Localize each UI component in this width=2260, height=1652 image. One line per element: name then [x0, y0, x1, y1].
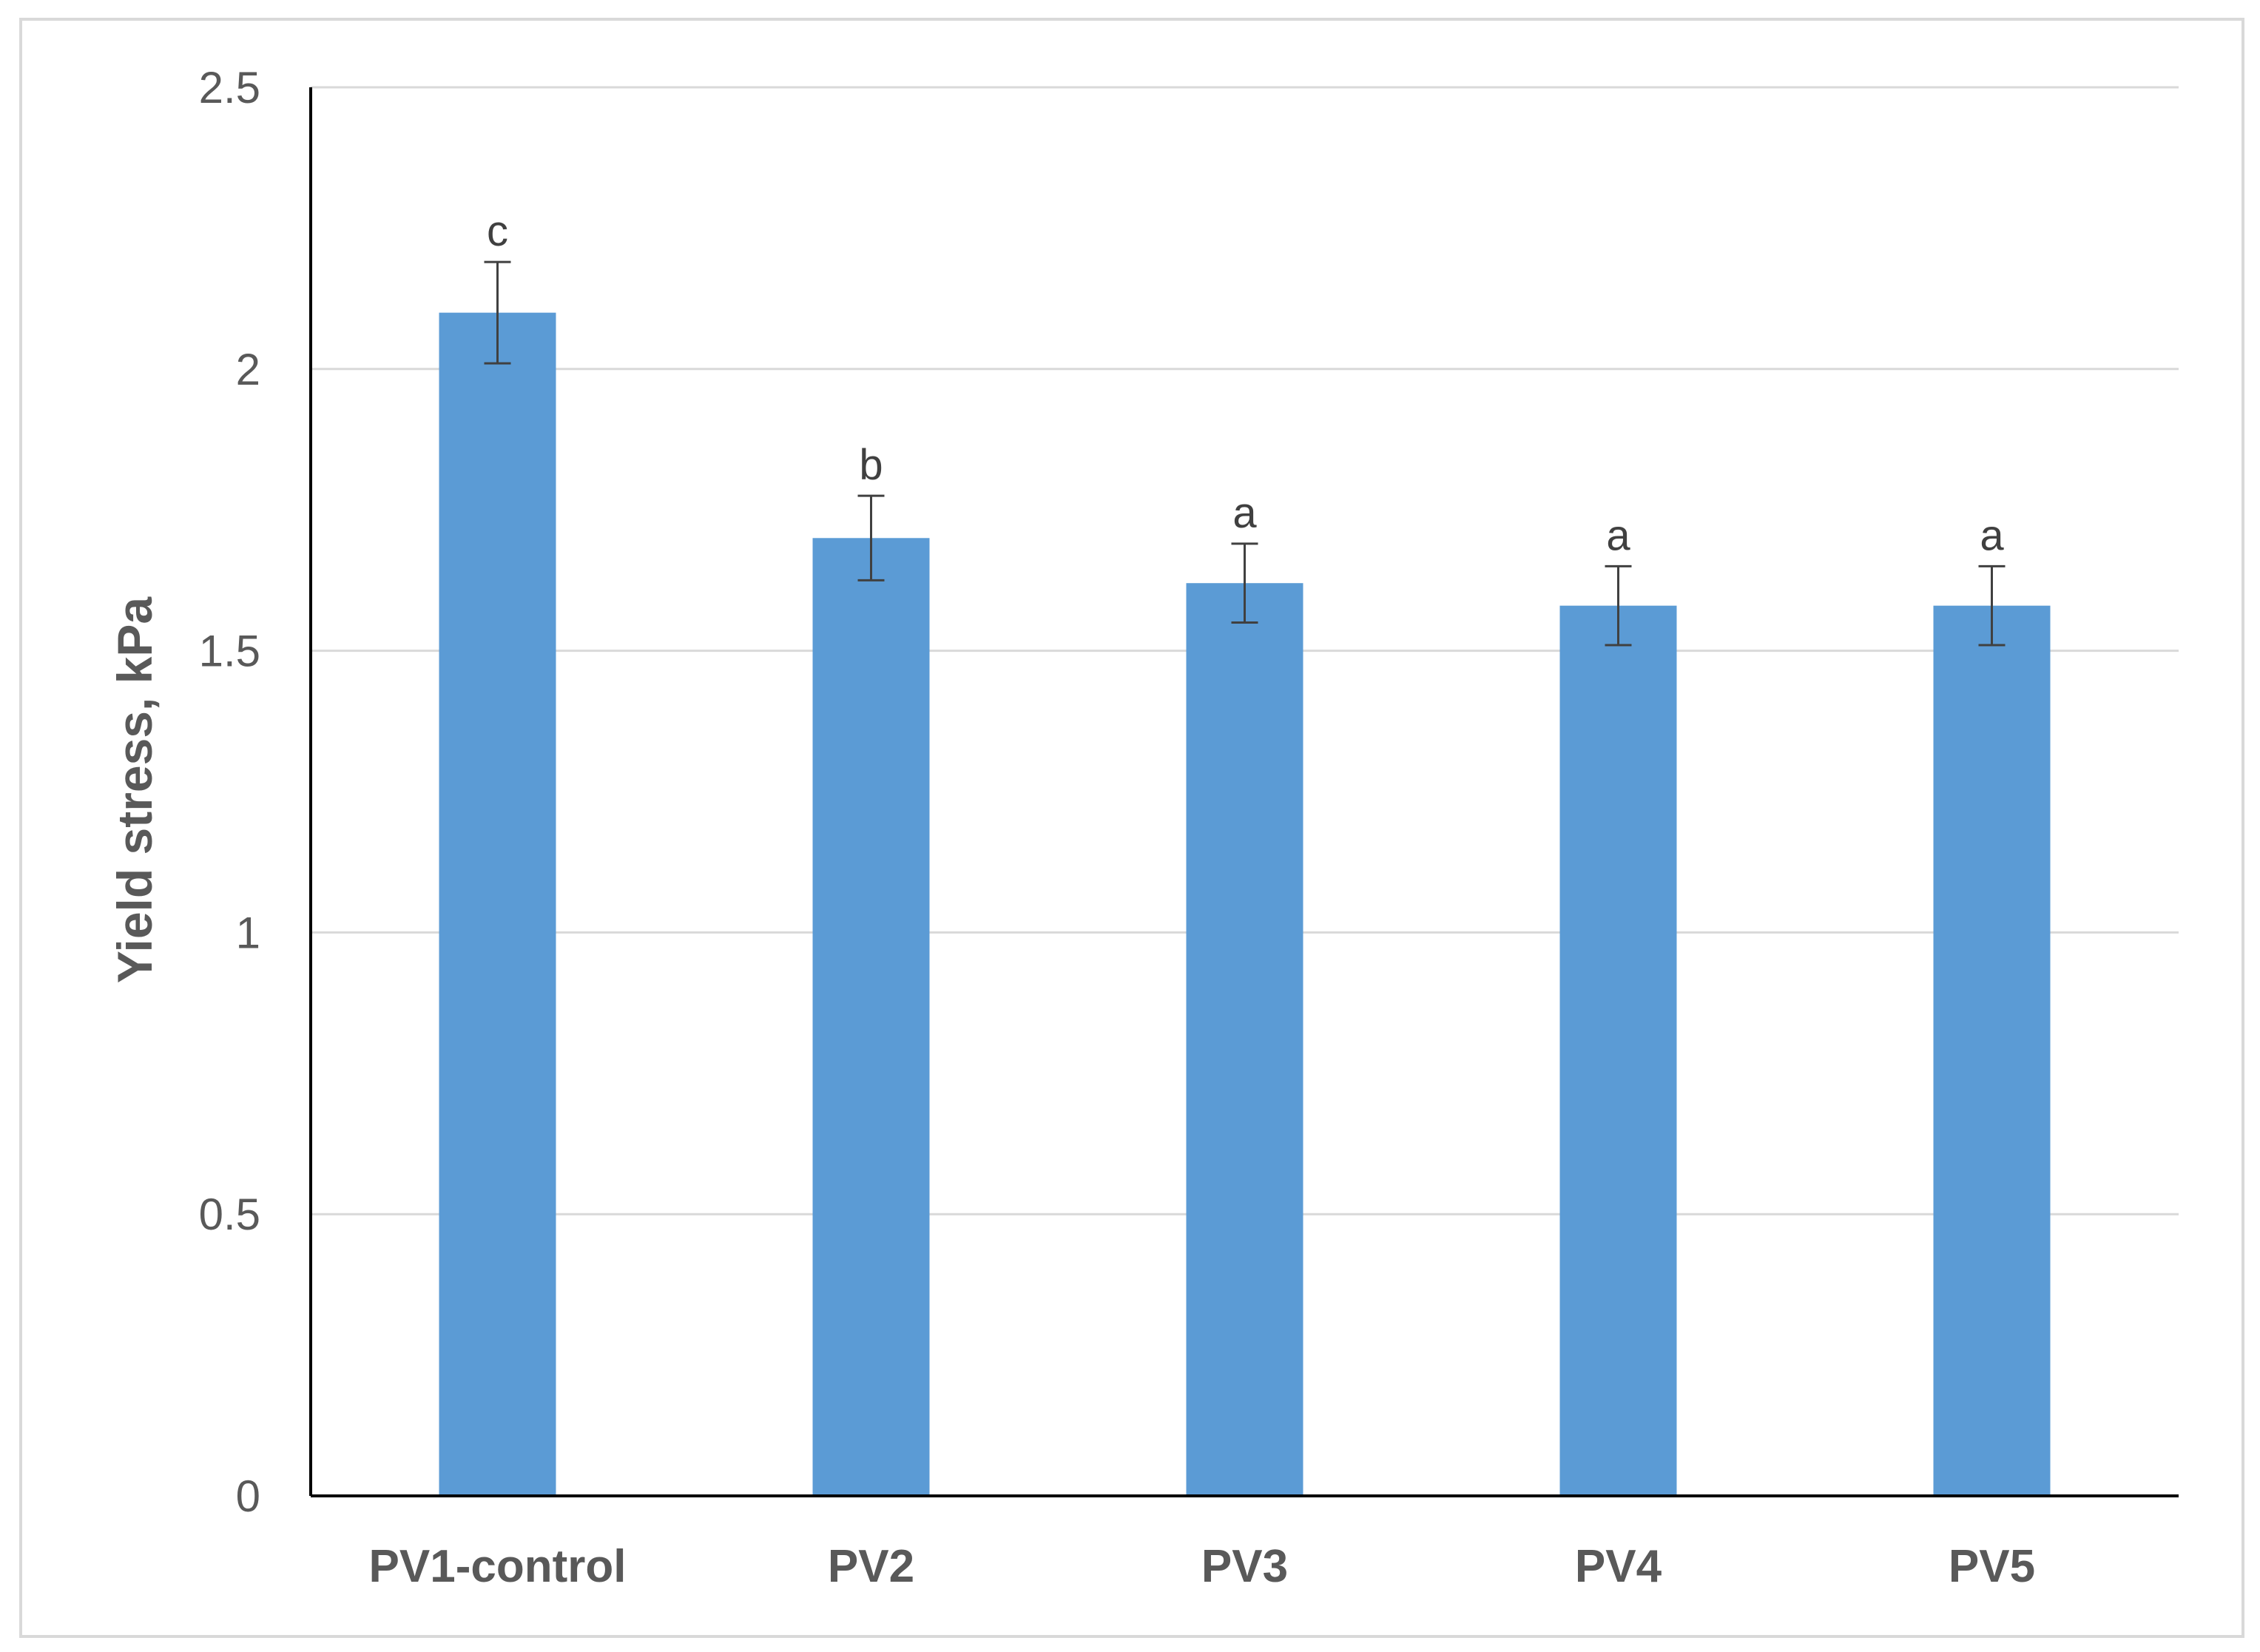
y-tick-labels: 0 0.5 1 1.5 2 2.5 — [199, 63, 260, 1521]
x-tick-label: PV2 — [828, 1541, 914, 1592]
error-bar — [1978, 564, 2006, 647]
error-bar — [1605, 564, 1632, 647]
significance-letter: a — [1980, 511, 2004, 559]
x-tick-label: PV4 — [1575, 1541, 1662, 1592]
bar-pv2 — [812, 538, 930, 1496]
error-bar — [1231, 542, 1258, 624]
bars — [439, 312, 2051, 1496]
error-bar — [484, 260, 511, 365]
y-tick-label: 2 — [236, 345, 260, 394]
error-bars — [484, 260, 2006, 647]
bar-pv3 — [1186, 583, 1303, 1496]
y-tick-label: 0.5 — [199, 1190, 260, 1239]
significance-letter: b — [859, 441, 883, 489]
significance-letter: c — [487, 207, 508, 255]
bar-pv4 — [1559, 605, 1677, 1496]
axes — [309, 87, 2179, 1497]
significance-letter: a — [1606, 511, 1630, 559]
y-tick-label: 1 — [236, 908, 260, 957]
y-tick-label: 1.5 — [199, 627, 260, 676]
x-tick-label: PV5 — [1949, 1541, 2035, 1592]
error-bar — [857, 494, 885, 581]
x-tick-labels: PV1-control PV2 PV3 PV4 PV5 — [369, 1541, 2036, 1592]
significance-letters: c b a a a — [487, 207, 2004, 559]
x-tick-label: PV1-control — [369, 1541, 627, 1592]
bar-pv1-control — [439, 312, 556, 1496]
y-tick-label: 0 — [236, 1471, 260, 1521]
chart-frame — [19, 18, 2244, 1638]
y-tick-label: 2.5 — [199, 63, 260, 112]
x-tick-label: PV3 — [1201, 1541, 1288, 1592]
bar-pv5 — [1933, 605, 2051, 1496]
y-axis-title: Yield stress, kPa — [107, 596, 162, 983]
significance-letter: a — [1232, 489, 1257, 537]
